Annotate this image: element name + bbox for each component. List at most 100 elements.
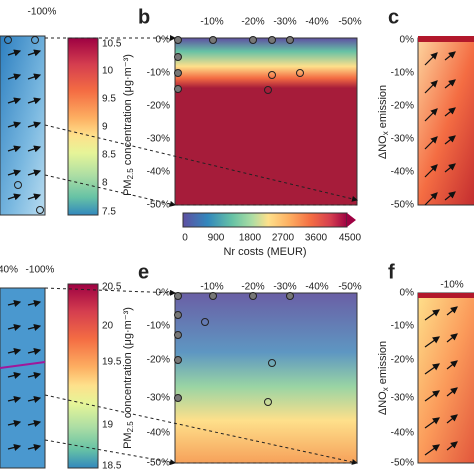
colorbar bbox=[67, 283, 99, 469]
left-tick-label: -50% bbox=[391, 458, 414, 469]
left-tick-label: -20% bbox=[391, 101, 414, 112]
left-tick-label: -10% bbox=[147, 321, 170, 332]
arrow bbox=[27, 49, 42, 57]
left-tick-label: -20% bbox=[147, 101, 170, 112]
arrow bbox=[444, 51, 456, 61]
colorbar-tick-label: 18.5 bbox=[102, 461, 122, 472]
arrow bbox=[27, 97, 42, 105]
colorbar bbox=[182, 212, 348, 228]
top-tick-label: -40% bbox=[305, 17, 328, 28]
colorbar-tick-label: 8 bbox=[102, 178, 108, 189]
arrow bbox=[444, 107, 456, 117]
left-tick-label: 0% bbox=[156, 288, 171, 299]
arrow bbox=[424, 309, 440, 321]
markers bbox=[174, 36, 294, 402]
axis-label: PM2.5 concentration (μg·m⁻³) bbox=[122, 54, 135, 196]
colorbar-tick-label: 7.5 bbox=[102, 207, 116, 218]
label-part: concentration (μg·m⁻³) bbox=[122, 54, 134, 168]
left-tick-label: -40% bbox=[147, 428, 170, 439]
label-sub: 2.5 bbox=[126, 168, 135, 180]
field-panel bbox=[417, 292, 474, 464]
top-tick-label: -20% bbox=[241, 282, 264, 293]
arrow bbox=[424, 52, 438, 66]
arrow bbox=[27, 193, 42, 201]
left-tick-label: -20% bbox=[391, 355, 414, 366]
colorbar-tick-label: 4500 bbox=[339, 233, 362, 244]
arrow bbox=[424, 363, 440, 375]
label-part: PM bbox=[122, 432, 134, 449]
left-tick-label: -30% bbox=[391, 393, 414, 404]
label-part: ΔNO bbox=[377, 391, 389, 415]
top-tick-label: 40% bbox=[0, 265, 18, 276]
arrow bbox=[446, 414, 458, 424]
field-band bbox=[418, 36, 474, 42]
label-part: emission bbox=[377, 85, 389, 131]
colorbar-tick-label: 19.5 bbox=[102, 357, 122, 368]
colorbar-tick-label: 20.5 bbox=[102, 282, 122, 293]
top-tick-label: -100% bbox=[28, 7, 57, 18]
left-tick-label: -10% bbox=[147, 68, 170, 79]
arrow bbox=[27, 419, 42, 427]
field-panel bbox=[0, 287, 46, 469]
arrow bbox=[7, 395, 22, 403]
arrows bbox=[7, 49, 458, 456]
arrow bbox=[424, 417, 440, 429]
arrow bbox=[7, 419, 22, 427]
arrow bbox=[7, 371, 22, 379]
arrow bbox=[424, 444, 440, 456]
colorbar-end bbox=[347, 213, 356, 227]
arrow bbox=[7, 145, 22, 153]
arrow bbox=[7, 299, 22, 307]
top-tick-label: -30% bbox=[273, 282, 296, 293]
colorbar-tick-label: 9.5 bbox=[102, 94, 116, 105]
arrow bbox=[444, 191, 456, 201]
left-tick-label: 0% bbox=[400, 288, 415, 299]
label-sub: x bbox=[381, 131, 390, 135]
arrow bbox=[27, 371, 42, 379]
arrow bbox=[424, 136, 438, 150]
axis-label: PM2.5 concentration (μg·m⁻³) bbox=[122, 307, 135, 449]
arrow bbox=[7, 193, 22, 201]
arrow bbox=[7, 97, 22, 105]
arrow bbox=[444, 163, 456, 173]
arrow bbox=[7, 121, 22, 129]
arrow bbox=[27, 323, 42, 331]
left-tick-label: -40% bbox=[147, 167, 170, 178]
label-part: PM bbox=[122, 179, 134, 196]
arrow bbox=[7, 323, 22, 331]
arrow bbox=[424, 192, 438, 206]
top-tick-label: -100% bbox=[26, 265, 55, 276]
field-panel bbox=[0, 35, 46, 216]
arrow bbox=[446, 306, 458, 316]
axis-label: ΔNOx emission bbox=[377, 85, 390, 159]
left-tick-label: 0% bbox=[156, 35, 171, 46]
arrow bbox=[27, 299, 42, 307]
label-sub: x bbox=[381, 387, 390, 391]
colorbar bbox=[67, 37, 99, 216]
colorbar-tick-label: 10.5 bbox=[102, 39, 122, 50]
connectors bbox=[44, 35, 358, 466]
panel-label: c bbox=[388, 6, 399, 28]
arrow bbox=[446, 441, 458, 451]
markers-open bbox=[4, 36, 304, 406]
label-part: emission bbox=[377, 341, 389, 387]
arrow bbox=[424, 336, 440, 348]
panel-label: b bbox=[138, 6, 150, 28]
label-sub: 2.5 bbox=[126, 421, 135, 433]
colorbar-tick-label: 1800 bbox=[239, 233, 262, 244]
left-tick-label: -30% bbox=[147, 393, 170, 404]
boundary-line bbox=[0, 361, 46, 369]
arrow bbox=[446, 360, 458, 370]
left-tick-label: -10% bbox=[391, 68, 414, 79]
top-tick-label: -10% bbox=[200, 17, 223, 28]
top-tick-label: -30% bbox=[273, 17, 296, 28]
top-tick-label: -10% bbox=[440, 280, 463, 291]
panel-label: e bbox=[138, 261, 149, 283]
arrow bbox=[7, 49, 22, 57]
colorbar-tick-label: 3600 bbox=[305, 233, 328, 244]
colorbar-tick-label: 2700 bbox=[272, 233, 295, 244]
arrow bbox=[424, 80, 438, 94]
field-panel bbox=[174, 37, 358, 206]
label-part: concentration (μg·m⁻³) bbox=[122, 307, 134, 421]
